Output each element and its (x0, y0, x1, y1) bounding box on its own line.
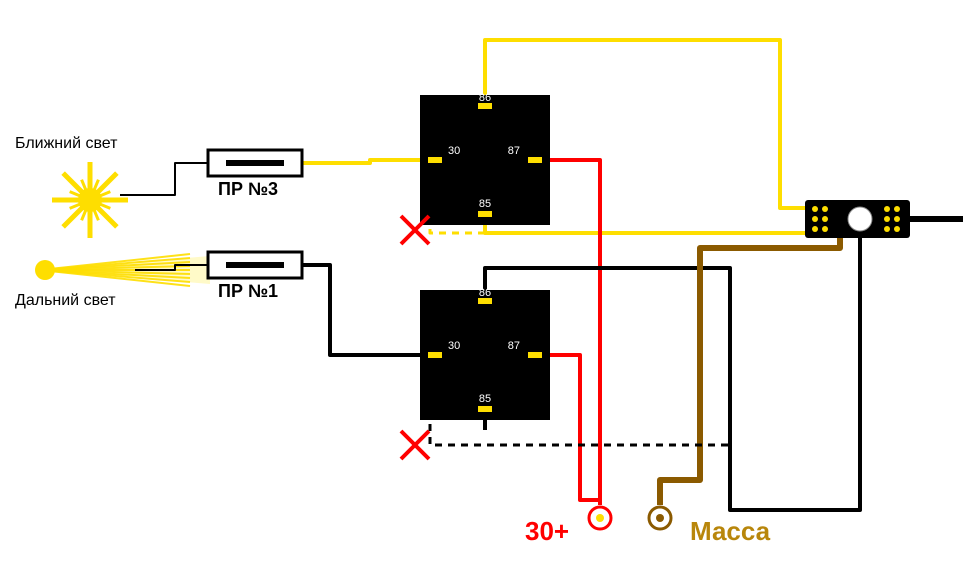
fuse3-label: ПР №3 (218, 179, 278, 199)
pin-85-label: 85 (479, 198, 491, 210)
pin-30-label: 30 (448, 145, 460, 157)
fuse3 (208, 150, 302, 176)
low-beam-light (52, 162, 128, 238)
relay-top: 86 85 30 87 (420, 92, 550, 225)
pin-87-label: 87 (508, 340, 520, 352)
pin-30-label: 30 (448, 340, 460, 352)
pin-86-label: 86 (479, 287, 491, 299)
switch-block (805, 200, 910, 238)
fuse1-label: ПР №1 (218, 281, 278, 301)
low-beam-label: Ближний свет (15, 135, 118, 152)
pin-87-label: 87 (508, 145, 520, 157)
fuse1 (208, 252, 302, 278)
ground-label: Масса (690, 516, 771, 546)
relay-bottom: 86 85 30 87 (420, 287, 550, 420)
plus30-label: 30+ (525, 516, 569, 546)
pin-86-label: 86 (479, 92, 491, 104)
pin-85-label: 85 (479, 393, 491, 405)
high-beam-label: Дальний свет (15, 292, 116, 309)
